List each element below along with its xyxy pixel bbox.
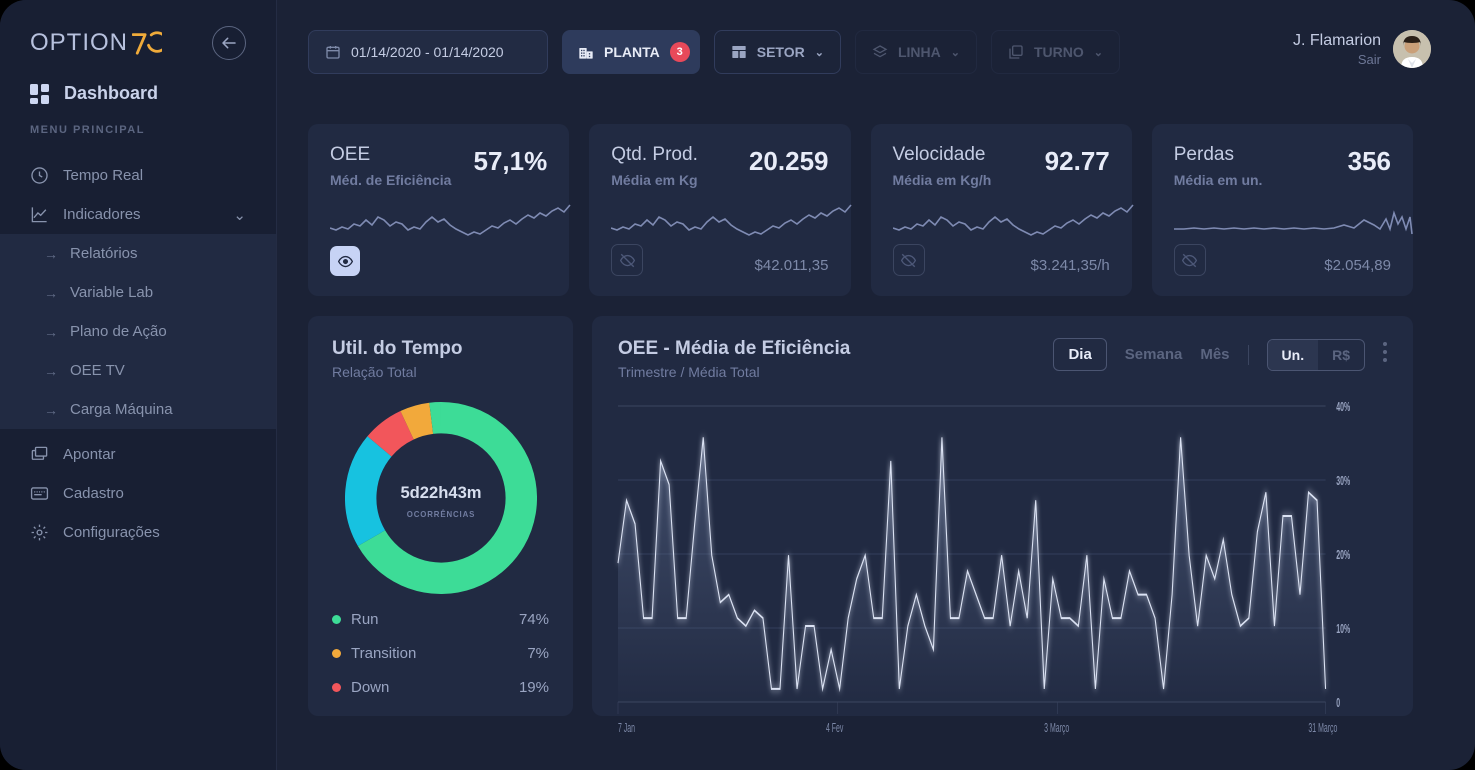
svg-text:4 Fev: 4 Fev (826, 722, 844, 736)
svg-text:31 Março: 31 Março (1308, 722, 1337, 736)
svg-text:30%: 30% (1336, 475, 1350, 489)
svg-text:40%: 40% (1336, 401, 1350, 415)
svg-text:5d22h43m: 5d22h43m (400, 483, 481, 502)
svg-text:7 Jan: 7 Jan (618, 722, 635, 736)
svg-text:3 Março: 3 Março (1044, 722, 1069, 736)
svg-text:20%: 20% (1336, 549, 1350, 563)
svg-text:10%: 10% (1336, 623, 1350, 637)
svg-text:OCORRÊNCIAS: OCORRÊNCIAS (406, 510, 474, 519)
svg-text:0: 0 (1336, 697, 1340, 711)
